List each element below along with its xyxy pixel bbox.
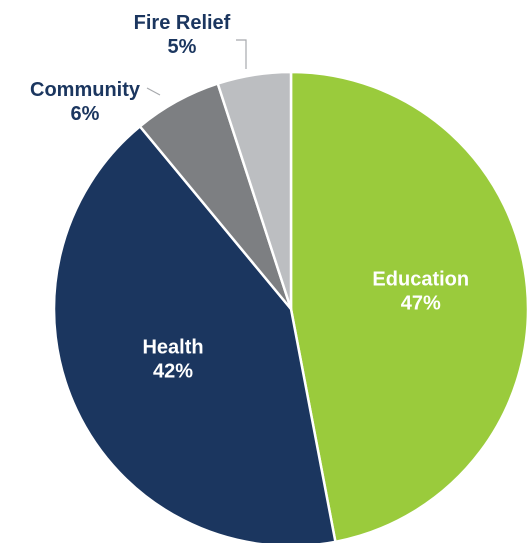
slice-label-community: Community (30, 79, 141, 101)
slice-label-health: Health (142, 337, 203, 359)
pie-slice-fire-relief (216, 70, 293, 310)
leader-line-fire-relief (236, 39, 247, 69)
slice-label-fire-relief: Fire Relief (134, 12, 231, 34)
slice-value-education: 47% (401, 293, 441, 315)
leader-lines (146, 39, 247, 96)
slice-label-education: Education (372, 269, 469, 291)
pie-slices (52, 70, 530, 543)
pie-slice-education (289, 70, 530, 543)
pie-slice-health (52, 124, 337, 543)
slice-value-health: 42% (153, 361, 193, 383)
leader-line-community (146, 87, 161, 96)
slice-value-community: 6% (71, 103, 100, 125)
slice-value-fire-relief: 5% (168, 36, 197, 58)
